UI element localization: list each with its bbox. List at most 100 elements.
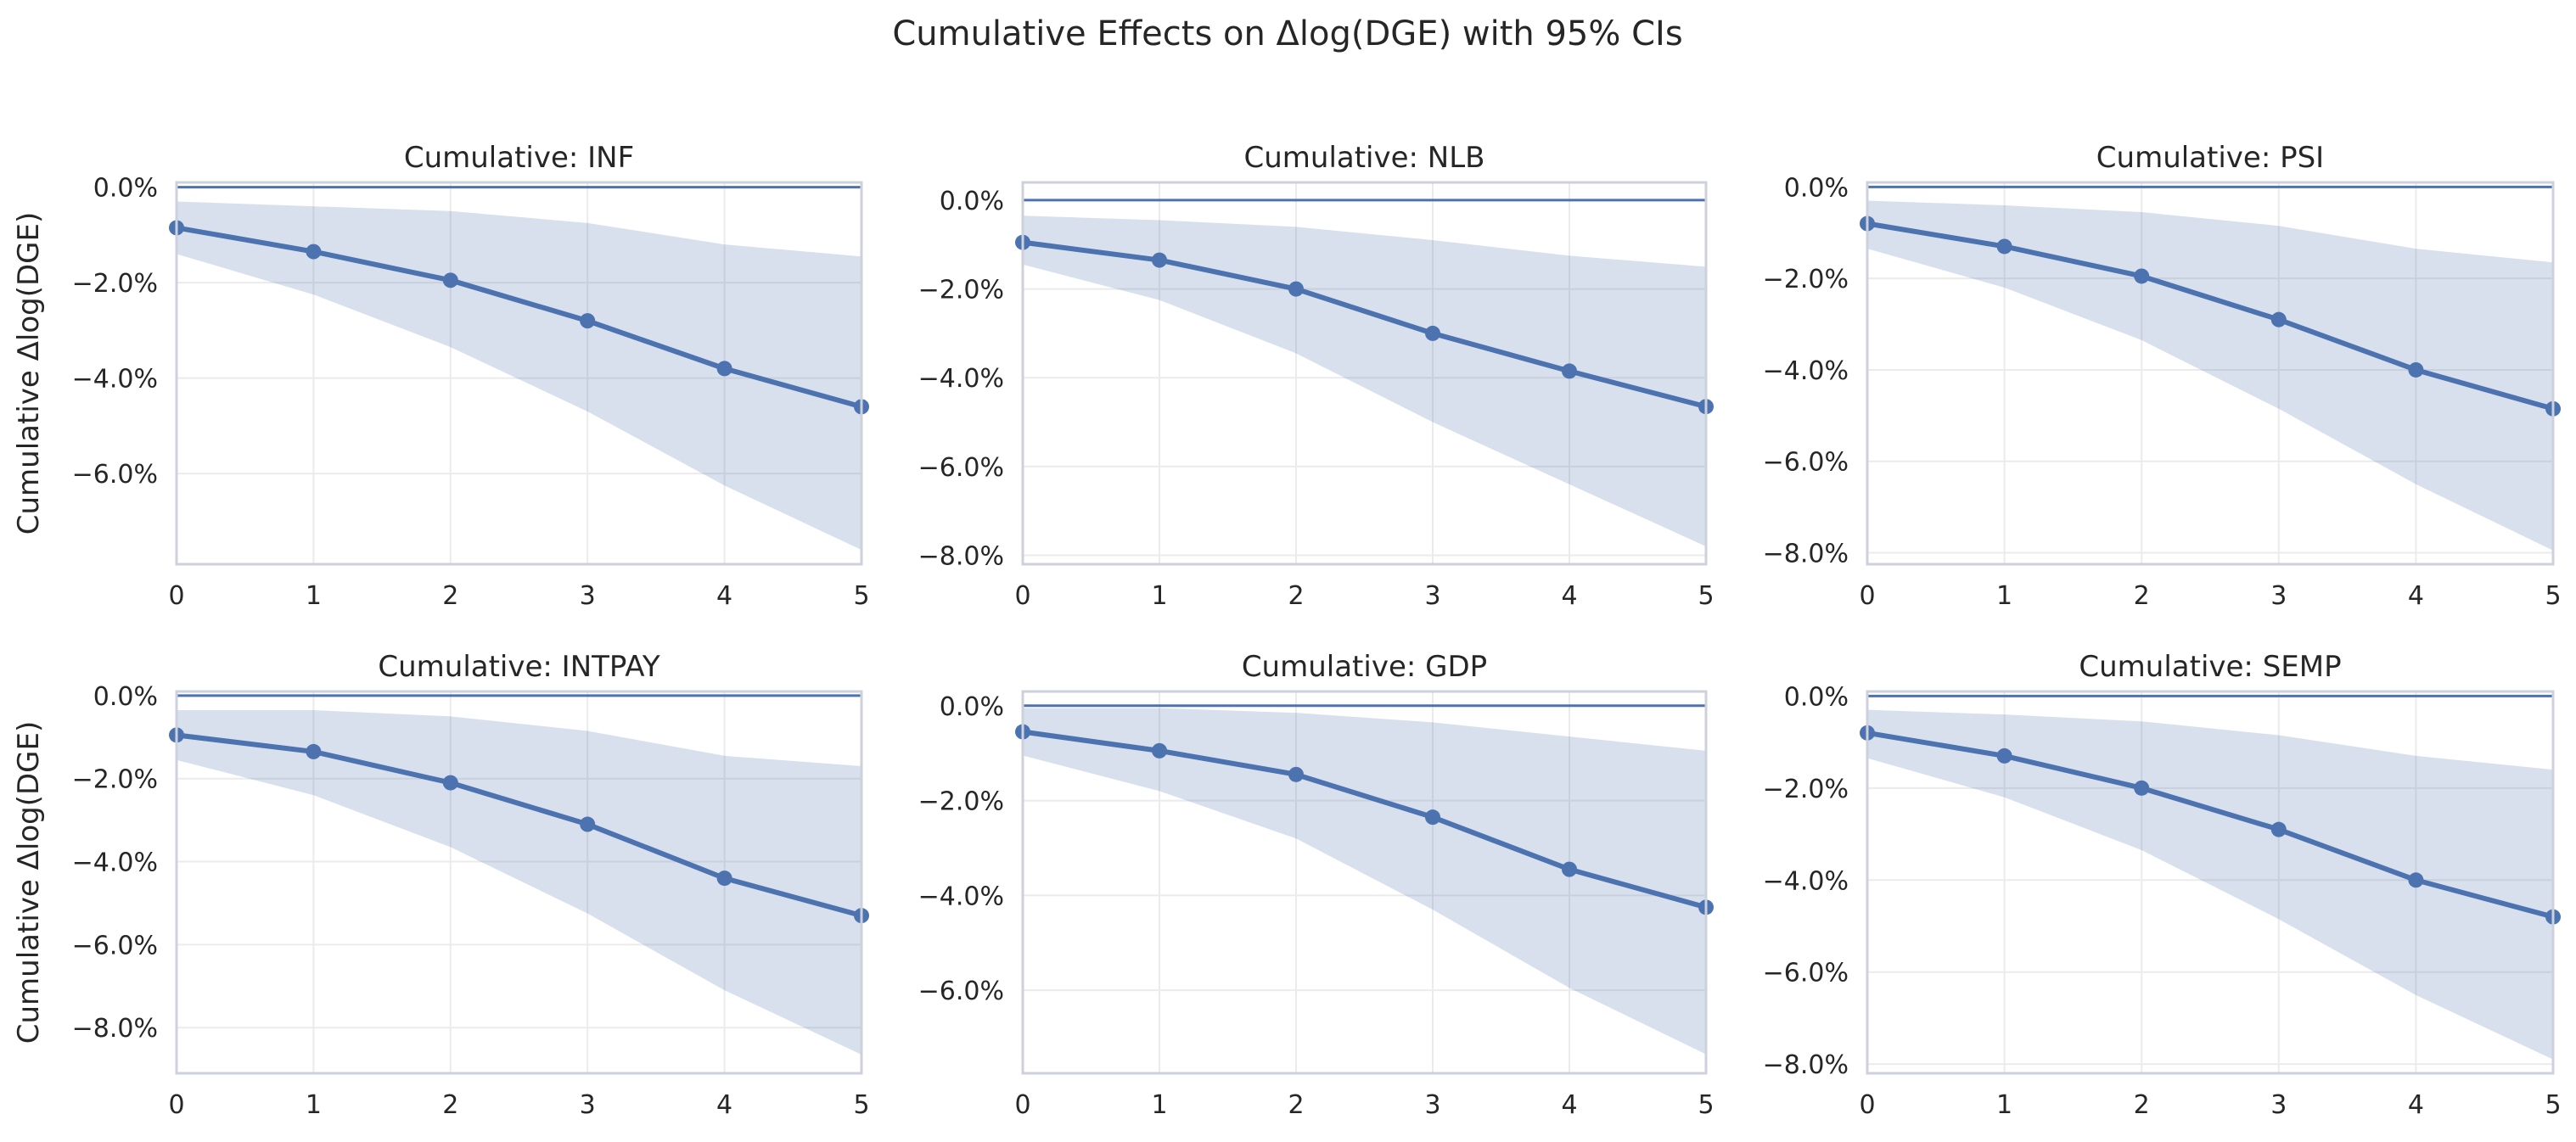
y-tick-label: −6.0% (72, 931, 158, 960)
x-tick-label: 0 (1859, 581, 1875, 611)
data-point (2134, 780, 2150, 796)
y-tick-label: −2.0% (1763, 265, 1849, 294)
y-tick-label: −4.0% (918, 364, 1004, 394)
x-tick-label: 0 (168, 581, 184, 611)
panel-6: Cumulative: SEMP 0.0% −2.0% −4.0% −6.0% −8.0%… (1763, 650, 2562, 1120)
data-point (1152, 252, 1167, 268)
data-point (1425, 325, 1440, 341)
y-tick-label: −8.0% (72, 1014, 158, 1044)
data-point (580, 816, 596, 832)
y-axis-label: Cumulative Δlog(DGE) (12, 721, 46, 1044)
x-tick-label: 1 (1151, 581, 1167, 611)
x-tick-label: 2 (442, 581, 458, 611)
data-point (1152, 742, 1167, 759)
effect-line (176, 225, 862, 410)
x-tick-label: 4 (2408, 1090, 2424, 1120)
effect-line (1022, 239, 1707, 410)
confidence-band (177, 710, 861, 1055)
data-point (716, 361, 732, 377)
y-tick-label: 0.0% (93, 682, 158, 712)
effect-line (1866, 730, 2554, 920)
effect-line (1866, 221, 2554, 411)
y-tick-label: −6.0% (918, 453, 1004, 483)
confidence-band (1023, 216, 1706, 547)
y-tick-label: −8.0% (1763, 1050, 1849, 1080)
y-tick-label: −2.0% (918, 787, 1004, 817)
data-point (1288, 281, 1304, 297)
y-tick-label: −4.0% (1763, 866, 1849, 896)
y-tick-label: −6.0% (918, 977, 1004, 1006)
confidence-band (177, 201, 861, 551)
axes-frame (1021, 181, 1708, 566)
x-tick-label: 0 (1014, 581, 1030, 611)
y-tick-label: 0.0% (93, 174, 158, 204)
data-point (580, 313, 596, 329)
data-point (2270, 311, 2287, 327)
data-point (442, 272, 458, 288)
x-tick-label: 5 (2545, 581, 2561, 611)
axes-frame (1021, 690, 1708, 1075)
y-tick-label: 0.0% (1784, 682, 1849, 712)
axes-frame (175, 181, 863, 566)
x-tick-label: 2 (1288, 1090, 1304, 1120)
figure-title: Cumulative Effects on Δlog(DGE) with 95%… (892, 14, 1682, 53)
data-point (2270, 821, 2287, 837)
x-tick-label: 3 (580, 581, 596, 611)
y-axis-label: Cumulative Δlog(DGE) (12, 212, 46, 535)
y-tick-label: 0.0% (1784, 173, 1849, 203)
panel-title: Cumulative: GDP (1242, 650, 1487, 684)
panel-4: Cumulative: INTPAY 0.0% −2.0% −4.0% −6.0% −8.… (12, 650, 870, 1120)
data-point (1562, 861, 1577, 877)
confidence-band (1867, 709, 2553, 1060)
data-point (1562, 363, 1577, 379)
effect-line (176, 732, 862, 919)
x-tick-label: 5 (2545, 1090, 2561, 1120)
x-tick-label: 1 (306, 581, 322, 611)
panel-title: Cumulative: PSI (2096, 141, 2324, 175)
panel-title: Cumulative: SEMP (2079, 650, 2341, 684)
x-tick-label: 4 (716, 1090, 732, 1120)
y-tick-label: −4.0% (918, 882, 1004, 911)
panels: Cumulative: INF 0.0% −2.0% −4.0% −6.0% 0 1 2 3 4 5… (12, 141, 2562, 1120)
panel-title: Cumulative: NLB (1243, 141, 1484, 175)
data-point (306, 244, 322, 260)
x-tick-label: 3 (2270, 1090, 2287, 1120)
data-point (716, 870, 732, 887)
y-tick-label: −4.0% (1763, 356, 1849, 386)
y-tick-label: −8.0% (918, 542, 1004, 572)
x-tick-label: 3 (2270, 581, 2287, 611)
data-point (1996, 747, 2012, 764)
x-tick-label: 1 (306, 1090, 322, 1120)
confidence-band (1867, 200, 2553, 551)
panel-5: Cumulative: GDP 0.0% −2.0% −4.0% −6.0% 0 1 2 3 4 5 (918, 650, 1715, 1120)
y-tick-label: −6.0% (1763, 959, 1849, 988)
panel-title: Cumulative: INTPAY (378, 650, 659, 684)
x-tick-label: 2 (2134, 1090, 2150, 1120)
data-point (2408, 872, 2424, 888)
x-tick-label: 2 (442, 1090, 458, 1120)
x-tick-label: 0 (1014, 1090, 1030, 1120)
panel-3: Cumulative: PSI 0.0% −2.0% −4.0% −6.0% −8.0% 0… (1763, 141, 2562, 611)
x-tick-label: 5 (1698, 581, 1714, 611)
data-point (442, 775, 458, 791)
x-tick-label: 5 (853, 1090, 869, 1120)
x-tick-label: 3 (1424, 581, 1440, 611)
x-tick-label: 1 (1151, 1090, 1167, 1120)
effect-line (1022, 729, 1707, 910)
x-tick-label: 4 (1561, 581, 1577, 611)
x-tick-label: 2 (2134, 581, 2150, 611)
y-tick-label: −6.0% (1763, 448, 1849, 478)
y-tick-label: 0.0% (940, 187, 1004, 216)
y-tick-label: −2.0% (72, 765, 158, 795)
y-tick-label: −2.0% (72, 269, 158, 299)
x-tick-label: 0 (168, 1090, 184, 1120)
panel-1: Cumulative: INF 0.0% −2.0% −4.0% −6.0% 0 1 2 3 4 5… (12, 141, 870, 611)
data-point (1288, 766, 1304, 782)
y-tick-label: −2.0% (918, 276, 1004, 305)
confidence-band (1023, 708, 1706, 1055)
data-point (306, 743, 322, 759)
panel-title: Cumulative: INF (404, 141, 634, 175)
data-point (2408, 361, 2424, 378)
x-tick-label: 2 (1288, 581, 1304, 611)
